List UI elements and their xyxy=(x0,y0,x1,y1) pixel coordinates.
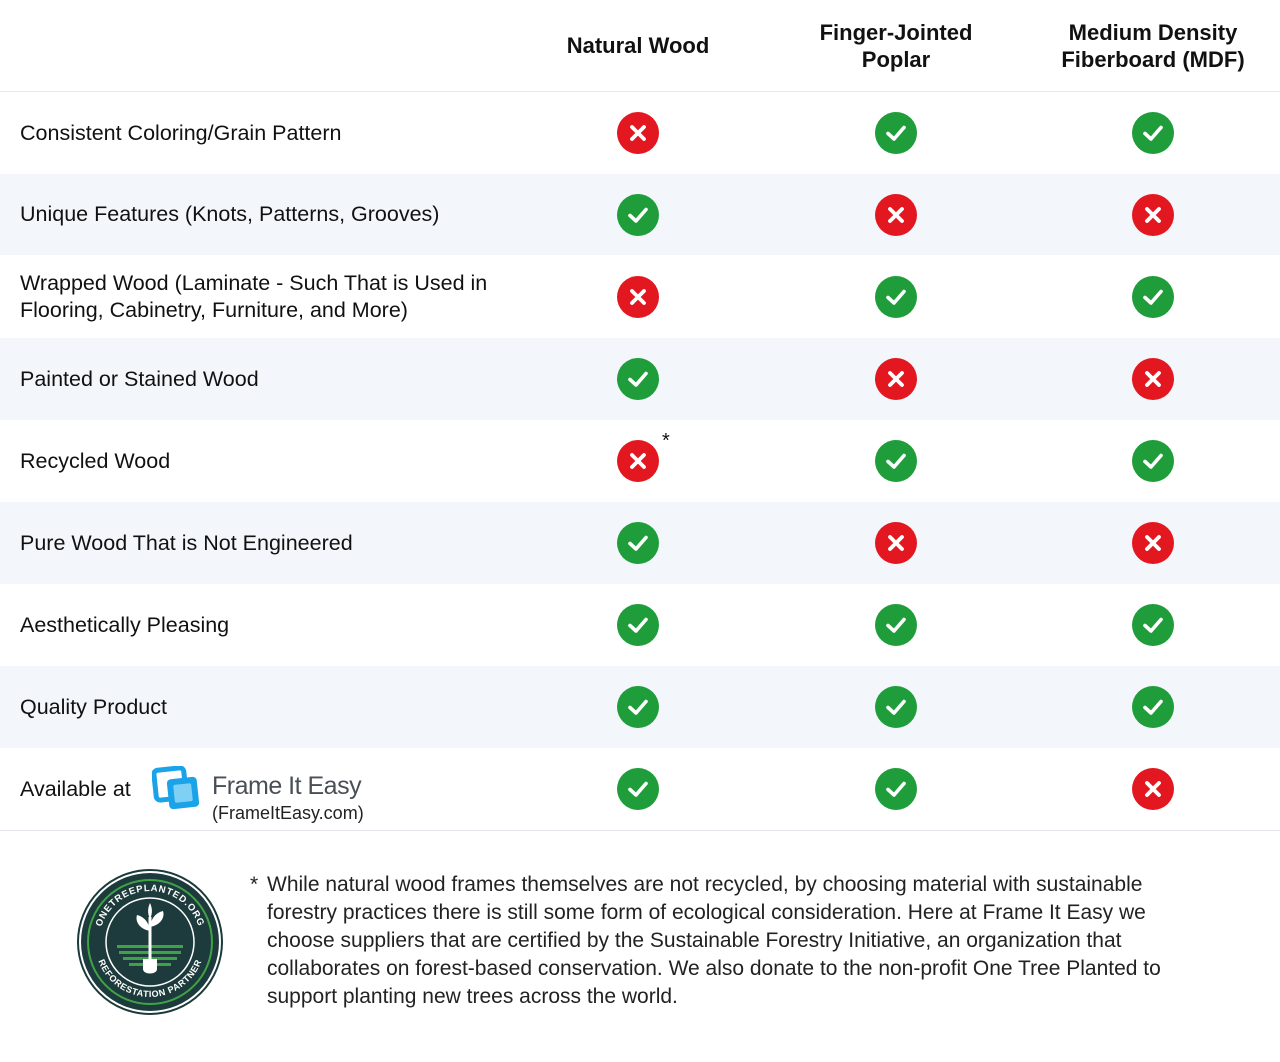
cell-finger-jointed-poplar xyxy=(767,92,1025,174)
table-row: Available at Frame It Easy (FrameItEasy.co… xyxy=(0,748,1280,830)
check-icon xyxy=(617,193,659,236)
one-tree-planted-badge: ONETREEPLANTED.ORG REFORESTATION PARTNER xyxy=(77,869,223,1015)
footnote: * While natural wood frames themselves a… xyxy=(250,871,1210,1011)
check-icon xyxy=(875,686,917,728)
cell-mdf xyxy=(1024,174,1280,255)
table-row: Pure Wood That is Not Engineered xyxy=(0,502,1280,584)
column-header-mdf: Medium Density Fiberboard (MDF) xyxy=(1061,19,1245,72)
x-icon xyxy=(875,358,917,400)
table-row: Aesthetically Pleasing xyxy=(0,584,1280,666)
cell-mdf xyxy=(1024,502,1280,584)
cell-finger-jointed-poplar xyxy=(767,584,1025,666)
cell-natural-wood xyxy=(509,92,767,174)
row-label: Available at xyxy=(20,776,131,801)
x-icon xyxy=(617,112,659,154)
cell-mdf xyxy=(1024,92,1280,174)
footnote-mark: * xyxy=(250,873,259,896)
row-label: Pure Wood That is Not Engineered xyxy=(20,530,353,555)
x-icon xyxy=(1132,522,1174,564)
check-icon xyxy=(875,604,917,646)
divider xyxy=(0,830,1280,831)
column-header-natural-wood: Natural Wood xyxy=(566,33,710,58)
x-icon xyxy=(875,193,917,236)
table-row: Quality Product xyxy=(0,666,1280,748)
footnote-marker: * xyxy=(662,430,670,452)
row-label: Unique Features (Knots, Patterns, Groove… xyxy=(20,202,440,226)
cell-finger-jointed-poplar xyxy=(767,338,1025,420)
x-icon xyxy=(1132,358,1174,400)
cell-natural-wood xyxy=(509,174,767,255)
table-row: Painted or Stained Wood xyxy=(0,338,1280,420)
row-label: Aesthetically Pleasing xyxy=(20,612,230,637)
row-label: Painted or Stained Wood xyxy=(20,366,259,391)
check-icon xyxy=(617,768,659,810)
cell-finger-jointed-poplar xyxy=(767,666,1025,748)
cell-natural-wood xyxy=(509,255,767,338)
check-icon xyxy=(875,768,917,810)
cell-natural-wood xyxy=(509,502,767,584)
cell-natural-wood: * xyxy=(509,420,767,502)
column-header-finger-jointed-poplar: Finger-Jointed Poplar xyxy=(819,19,973,72)
cell-finger-jointed-poplar xyxy=(767,255,1025,338)
x-icon: * xyxy=(617,430,670,482)
x-icon xyxy=(1132,768,1174,810)
sapling-icon xyxy=(117,903,183,974)
cell-natural-wood xyxy=(509,666,767,748)
check-icon xyxy=(1132,604,1174,646)
x-icon xyxy=(875,522,917,564)
cell-mdf xyxy=(1024,420,1280,502)
check-icon xyxy=(1132,275,1174,318)
cell-mdf xyxy=(1024,338,1280,420)
cell-mdf xyxy=(1024,584,1280,666)
cell-mdf xyxy=(1024,748,1280,830)
check-icon xyxy=(617,686,659,728)
cell-finger-jointed-poplar xyxy=(767,502,1025,584)
footnote-text: While natural wood frames themselves are… xyxy=(267,873,1161,1008)
cell-natural-wood xyxy=(509,584,767,666)
cell-finger-jointed-poplar xyxy=(767,420,1025,502)
table-header: Natural Wood Finger-Jointed Poplar Mediu… xyxy=(0,0,1280,92)
check-icon xyxy=(1132,112,1174,154)
brand-name: Frame It Easy xyxy=(212,772,362,800)
row-label: Quality Product xyxy=(20,694,167,719)
table-row: Unique Features (Knots, Patterns, Groove… xyxy=(0,174,1280,255)
check-icon xyxy=(875,112,917,154)
check-icon xyxy=(617,604,659,646)
table-row: Wrapped Wood (Laminate - Such That is Us… xyxy=(0,255,1280,338)
check-icon xyxy=(875,275,917,318)
check-icon xyxy=(1132,440,1174,482)
row-label: Wrapped Wood (Laminate - Such That is Us… xyxy=(20,270,488,322)
table-row: Recycled Wood * xyxy=(0,420,1280,502)
check-icon xyxy=(1132,686,1174,728)
row-label: Consistent Coloring/Grain Pattern xyxy=(20,120,342,145)
frame-it-easy-logo-icon xyxy=(152,766,200,810)
brand-url: (FrameItEasy.com) xyxy=(212,803,364,823)
check-icon xyxy=(875,440,917,482)
check-icon xyxy=(617,522,659,564)
x-icon xyxy=(617,275,659,318)
cell-mdf xyxy=(1024,255,1280,338)
cell-mdf xyxy=(1024,666,1280,748)
check-icon xyxy=(617,358,659,400)
cell-natural-wood xyxy=(509,338,767,420)
cell-finger-jointed-poplar xyxy=(767,748,1025,830)
table-row: Consistent Coloring/Grain Pattern xyxy=(0,92,1280,174)
row-label: Recycled Wood xyxy=(20,448,171,473)
cell-natural-wood xyxy=(509,748,767,830)
cell-finger-jointed-poplar xyxy=(767,174,1025,255)
x-icon xyxy=(1132,193,1174,236)
